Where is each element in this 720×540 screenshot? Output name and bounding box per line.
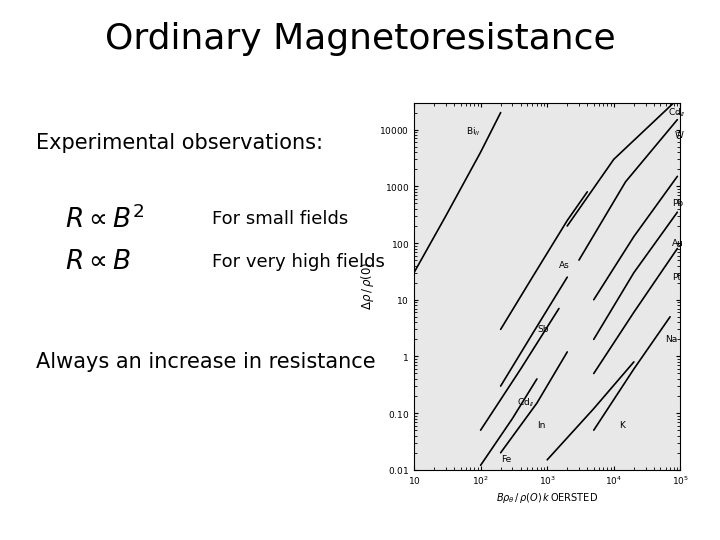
Text: In: In xyxy=(537,421,545,430)
Text: Bi$_{II}$: Bi$_{II}$ xyxy=(466,126,480,138)
Text: Experimental observations:: Experimental observations: xyxy=(36,133,323,153)
Text: $R \propto B$: $R \propto B$ xyxy=(65,249,131,274)
Text: Sb: Sb xyxy=(537,325,549,334)
Text: Cd$_{II}$: Cd$_{II}$ xyxy=(517,397,534,409)
Text: For small fields: For small fields xyxy=(212,210,348,228)
Text: K: K xyxy=(619,421,625,430)
Text: Pb: Pb xyxy=(672,199,683,208)
Text: Au: Au xyxy=(672,239,684,247)
Text: Fe: Fe xyxy=(500,455,511,464)
Text: Pt: Pt xyxy=(672,273,681,282)
Text: As: As xyxy=(559,261,570,270)
Text: Ordinary Magnetoresistance: Ordinary Magnetoresistance xyxy=(104,22,616,56)
Text: Na: Na xyxy=(665,335,678,344)
Text: $R \propto B^2$: $R \propto B^2$ xyxy=(65,205,144,233)
Text: Always an increase in resistance: Always an increase in resistance xyxy=(36,352,376,372)
Text: Cd$_{II}$: Cd$_{II}$ xyxy=(668,106,685,119)
Text: W: W xyxy=(675,131,683,140)
Text: For very high fields: For very high fields xyxy=(212,253,385,271)
X-axis label: $B\rho_\theta\,/\,\rho(O)\,k\,\mathrm{OERSTED}$: $B\rho_\theta\,/\,\rho(O)\,k\,\mathrm{OE… xyxy=(496,491,598,505)
Y-axis label: $\Delta\rho\,/\,\rho(0)$: $\Delta\rho\,/\,\rho(0)$ xyxy=(359,262,377,310)
